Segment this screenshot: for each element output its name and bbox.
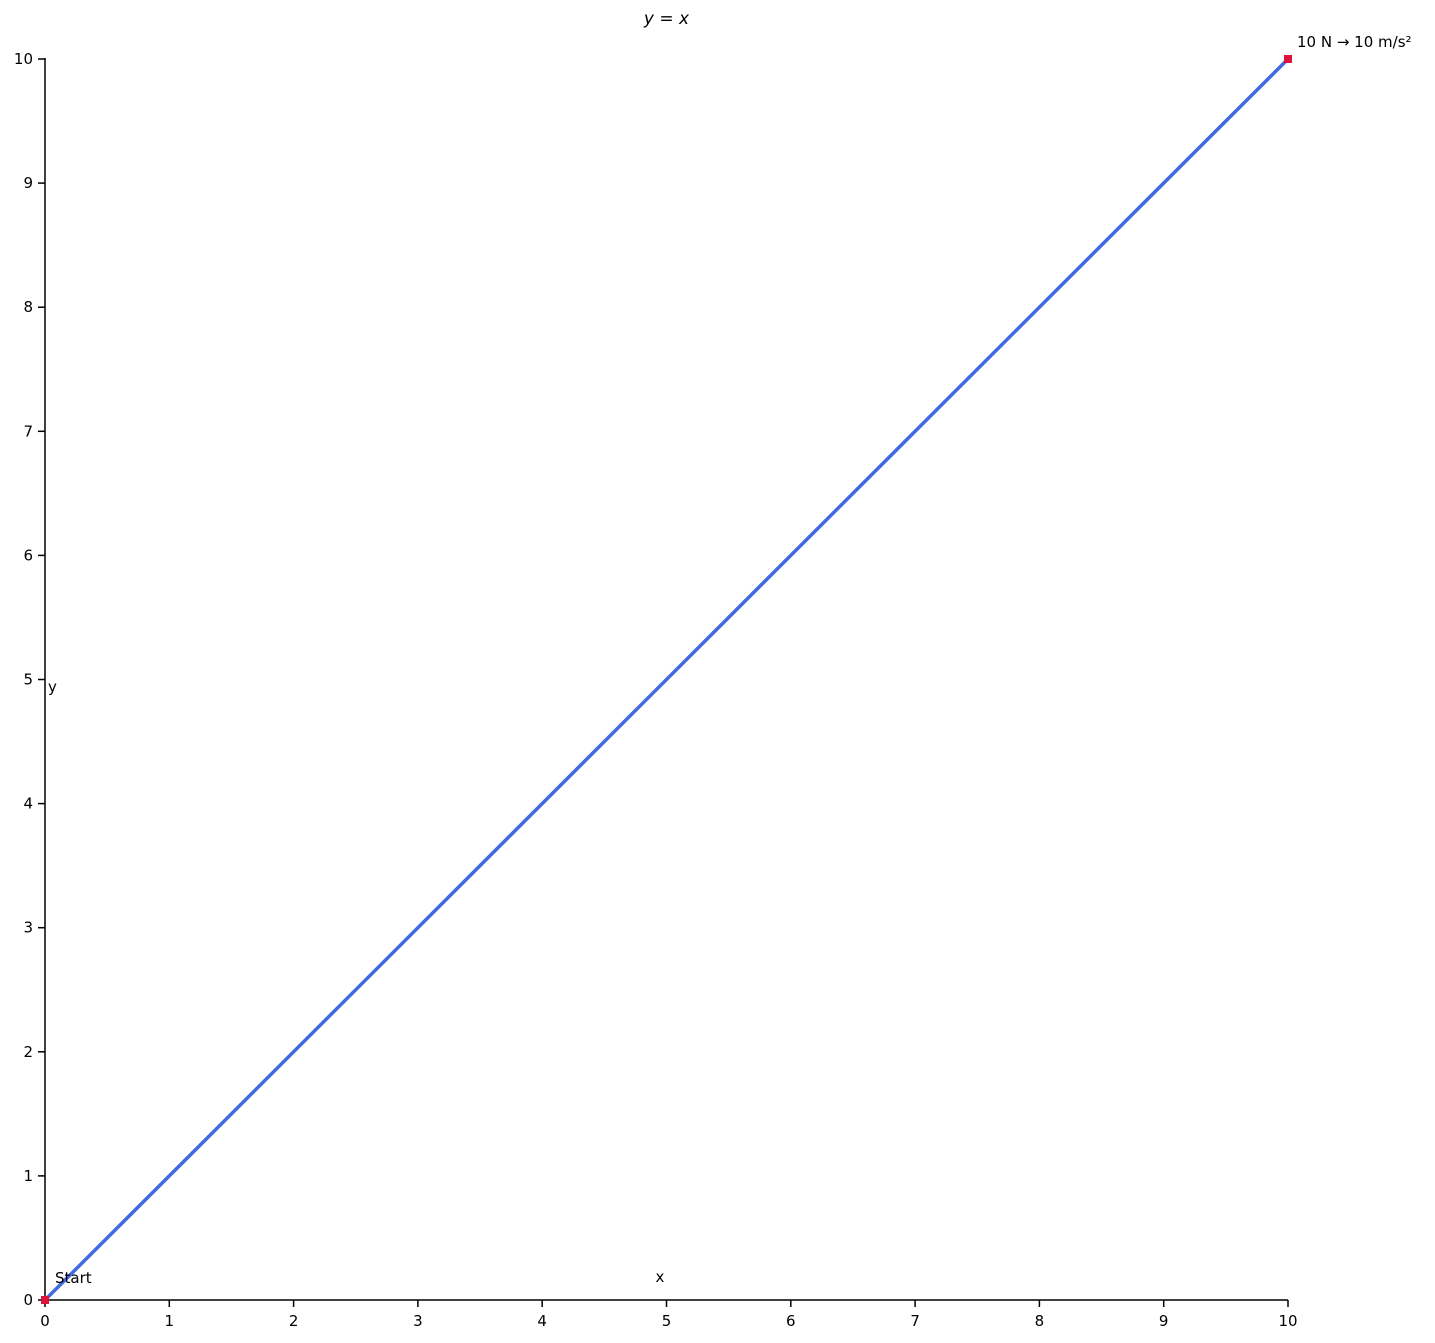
y-tick-label: 4: [23, 795, 33, 813]
x-tick-label: 4: [537, 1312, 547, 1330]
y-tick-label: 8: [23, 298, 33, 316]
x-tick-label: 0: [40, 1312, 50, 1330]
chart-title: y = x: [643, 9, 690, 29]
y-tick-label: 9: [23, 174, 33, 192]
x-tick-label: 7: [910, 1312, 920, 1330]
x-tick-label: 6: [786, 1312, 796, 1330]
y-tick-label: 0: [23, 1291, 33, 1309]
y-tick-label: 3: [23, 919, 33, 937]
x-tick-label: 2: [289, 1312, 299, 1330]
x-tick-label: 9: [1159, 1312, 1169, 1330]
data-point-marker: [1284, 55, 1292, 63]
y-tick-label: 10: [14, 50, 33, 68]
annotation-force-acceleration: 10 N → 10 m/s²: [1297, 33, 1412, 51]
y-axis-label: y: [48, 678, 57, 696]
x-tick-label: 1: [165, 1312, 175, 1330]
data-point-marker: [41, 1296, 49, 1304]
y-tick-label: 6: [23, 546, 33, 564]
x-tick-label: 8: [1035, 1312, 1045, 1330]
data-line: [43, 57, 1290, 1302]
x-axis-label: x: [655, 1268, 665, 1286]
annotation-start: Start: [55, 1269, 92, 1287]
x-tick-label: 10: [1278, 1312, 1297, 1330]
y-tick-label: 1: [23, 1167, 33, 1185]
y-tick-label: 7: [23, 422, 33, 440]
x-tick-label: 3: [413, 1312, 423, 1330]
x-tick-label: 5: [662, 1312, 672, 1330]
y-tick-label: 2: [23, 1043, 33, 1061]
y-tick-label: 5: [23, 671, 33, 689]
